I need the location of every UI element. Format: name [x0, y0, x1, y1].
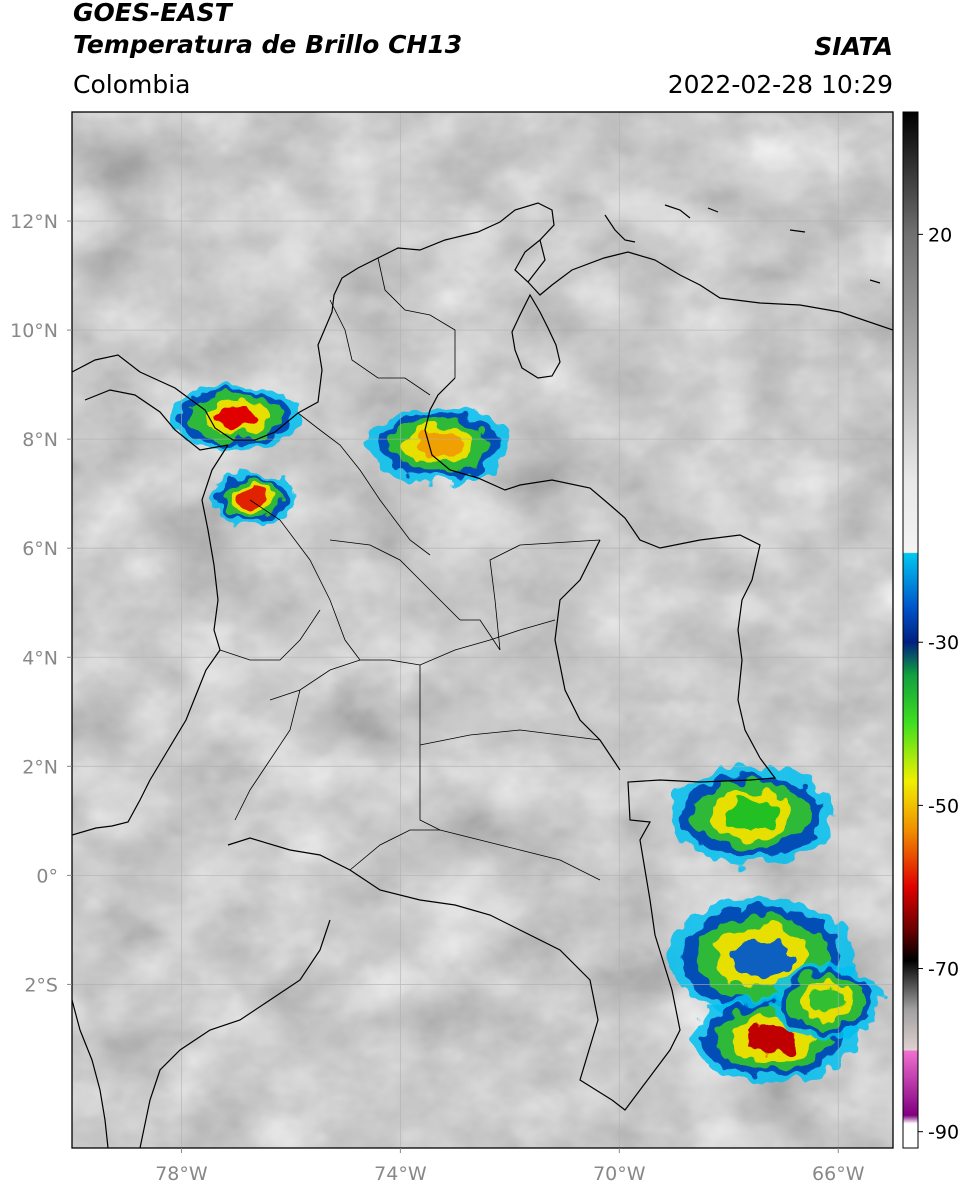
- colombia-peru-border: [227, 837, 613, 1101]
- lat-tick-label: 8°N: [22, 429, 58, 451]
- brand-label: SIATA: [814, 32, 893, 61]
- venezuela-islands: [604, 204, 881, 284]
- lat-tick-label: 10°N: [10, 320, 58, 342]
- colombia-venezuela-border: [424, 239, 761, 759]
- map-frame: [71, 111, 894, 1149]
- ecuador-peru-border: [139, 919, 331, 1148]
- lat-tick-label: 0°: [36, 865, 58, 887]
- dept-borders-central: [219, 609, 556, 831]
- satellite-imagery: [72, 112, 893, 1148]
- colorbar-tick-label: -90: [928, 1122, 959, 1144]
- caribbean-coast: [72, 202, 893, 441]
- convective-cell: [215, 406, 258, 428]
- datetime-label: 2022-02-28 10:29: [667, 70, 893, 99]
- colorbar-ticks: 20 -30 -50 -70 -90: [918, 224, 959, 1144]
- lon-tick-label: 74°W: [374, 1163, 427, 1185]
- coastlines-and-borders: [72, 202, 893, 1148]
- satellite-title: GOES-EAST: [73, 0, 232, 27]
- colombia-brazil-border: [611, 757, 777, 1111]
- colorbar-tick-label: -50: [928, 795, 959, 817]
- convective-cells: [170, 384, 883, 1083]
- convective-cell: [746, 1024, 799, 1053]
- ecuador-coast: [72, 999, 109, 1148]
- pacific-coast: [72, 444, 229, 836]
- venezuela-internal: [554, 539, 621, 771]
- panama-border: [84, 389, 229, 451]
- convective-cell: [724, 799, 777, 832]
- colorbar-tick-label: -30: [928, 632, 959, 654]
- temperature-colorbar: 20 -30 -50 -70 -90: [902, 111, 959, 1149]
- product-title: Temperatura de Brillo CH13: [73, 30, 463, 59]
- region-label: Colombia: [73, 70, 191, 99]
- lon-tick-label: 66°W: [812, 1163, 865, 1185]
- lat-tick-label: 2°S: [24, 974, 58, 996]
- convective-cell: [731, 937, 792, 977]
- convective-cell: [238, 490, 267, 508]
- lat-tick-label: 12°N: [10, 211, 58, 233]
- colorbar-tick-label: -70: [928, 959, 959, 981]
- dept-borders-north: [249, 257, 461, 661]
- lat-tick-label: 2°N: [22, 756, 58, 778]
- maracaibo-lake: [511, 293, 561, 379]
- dept-borders-south: [349, 539, 601, 881]
- latitude-axis: 12°N 10°N 8°N 6°N 4°N 2°N 0° 2°S: [10, 211, 72, 996]
- convective-cell: [809, 988, 845, 1013]
- lon-tick-label: 78°W: [155, 1163, 208, 1185]
- convective-cell: [415, 432, 462, 457]
- colorbar-gradient: [902, 111, 919, 1149]
- lat-tick-label: 6°N: [22, 538, 58, 560]
- lat-tick-label: 4°N: [22, 647, 58, 669]
- longitude-axis: 78°W 74°W 70°W 66°W: [155, 1148, 865, 1185]
- map-gridlines: [72, 112, 893, 1148]
- colorbar-tick-label: 20: [928, 224, 952, 246]
- lon-tick-label: 70°W: [593, 1163, 646, 1185]
